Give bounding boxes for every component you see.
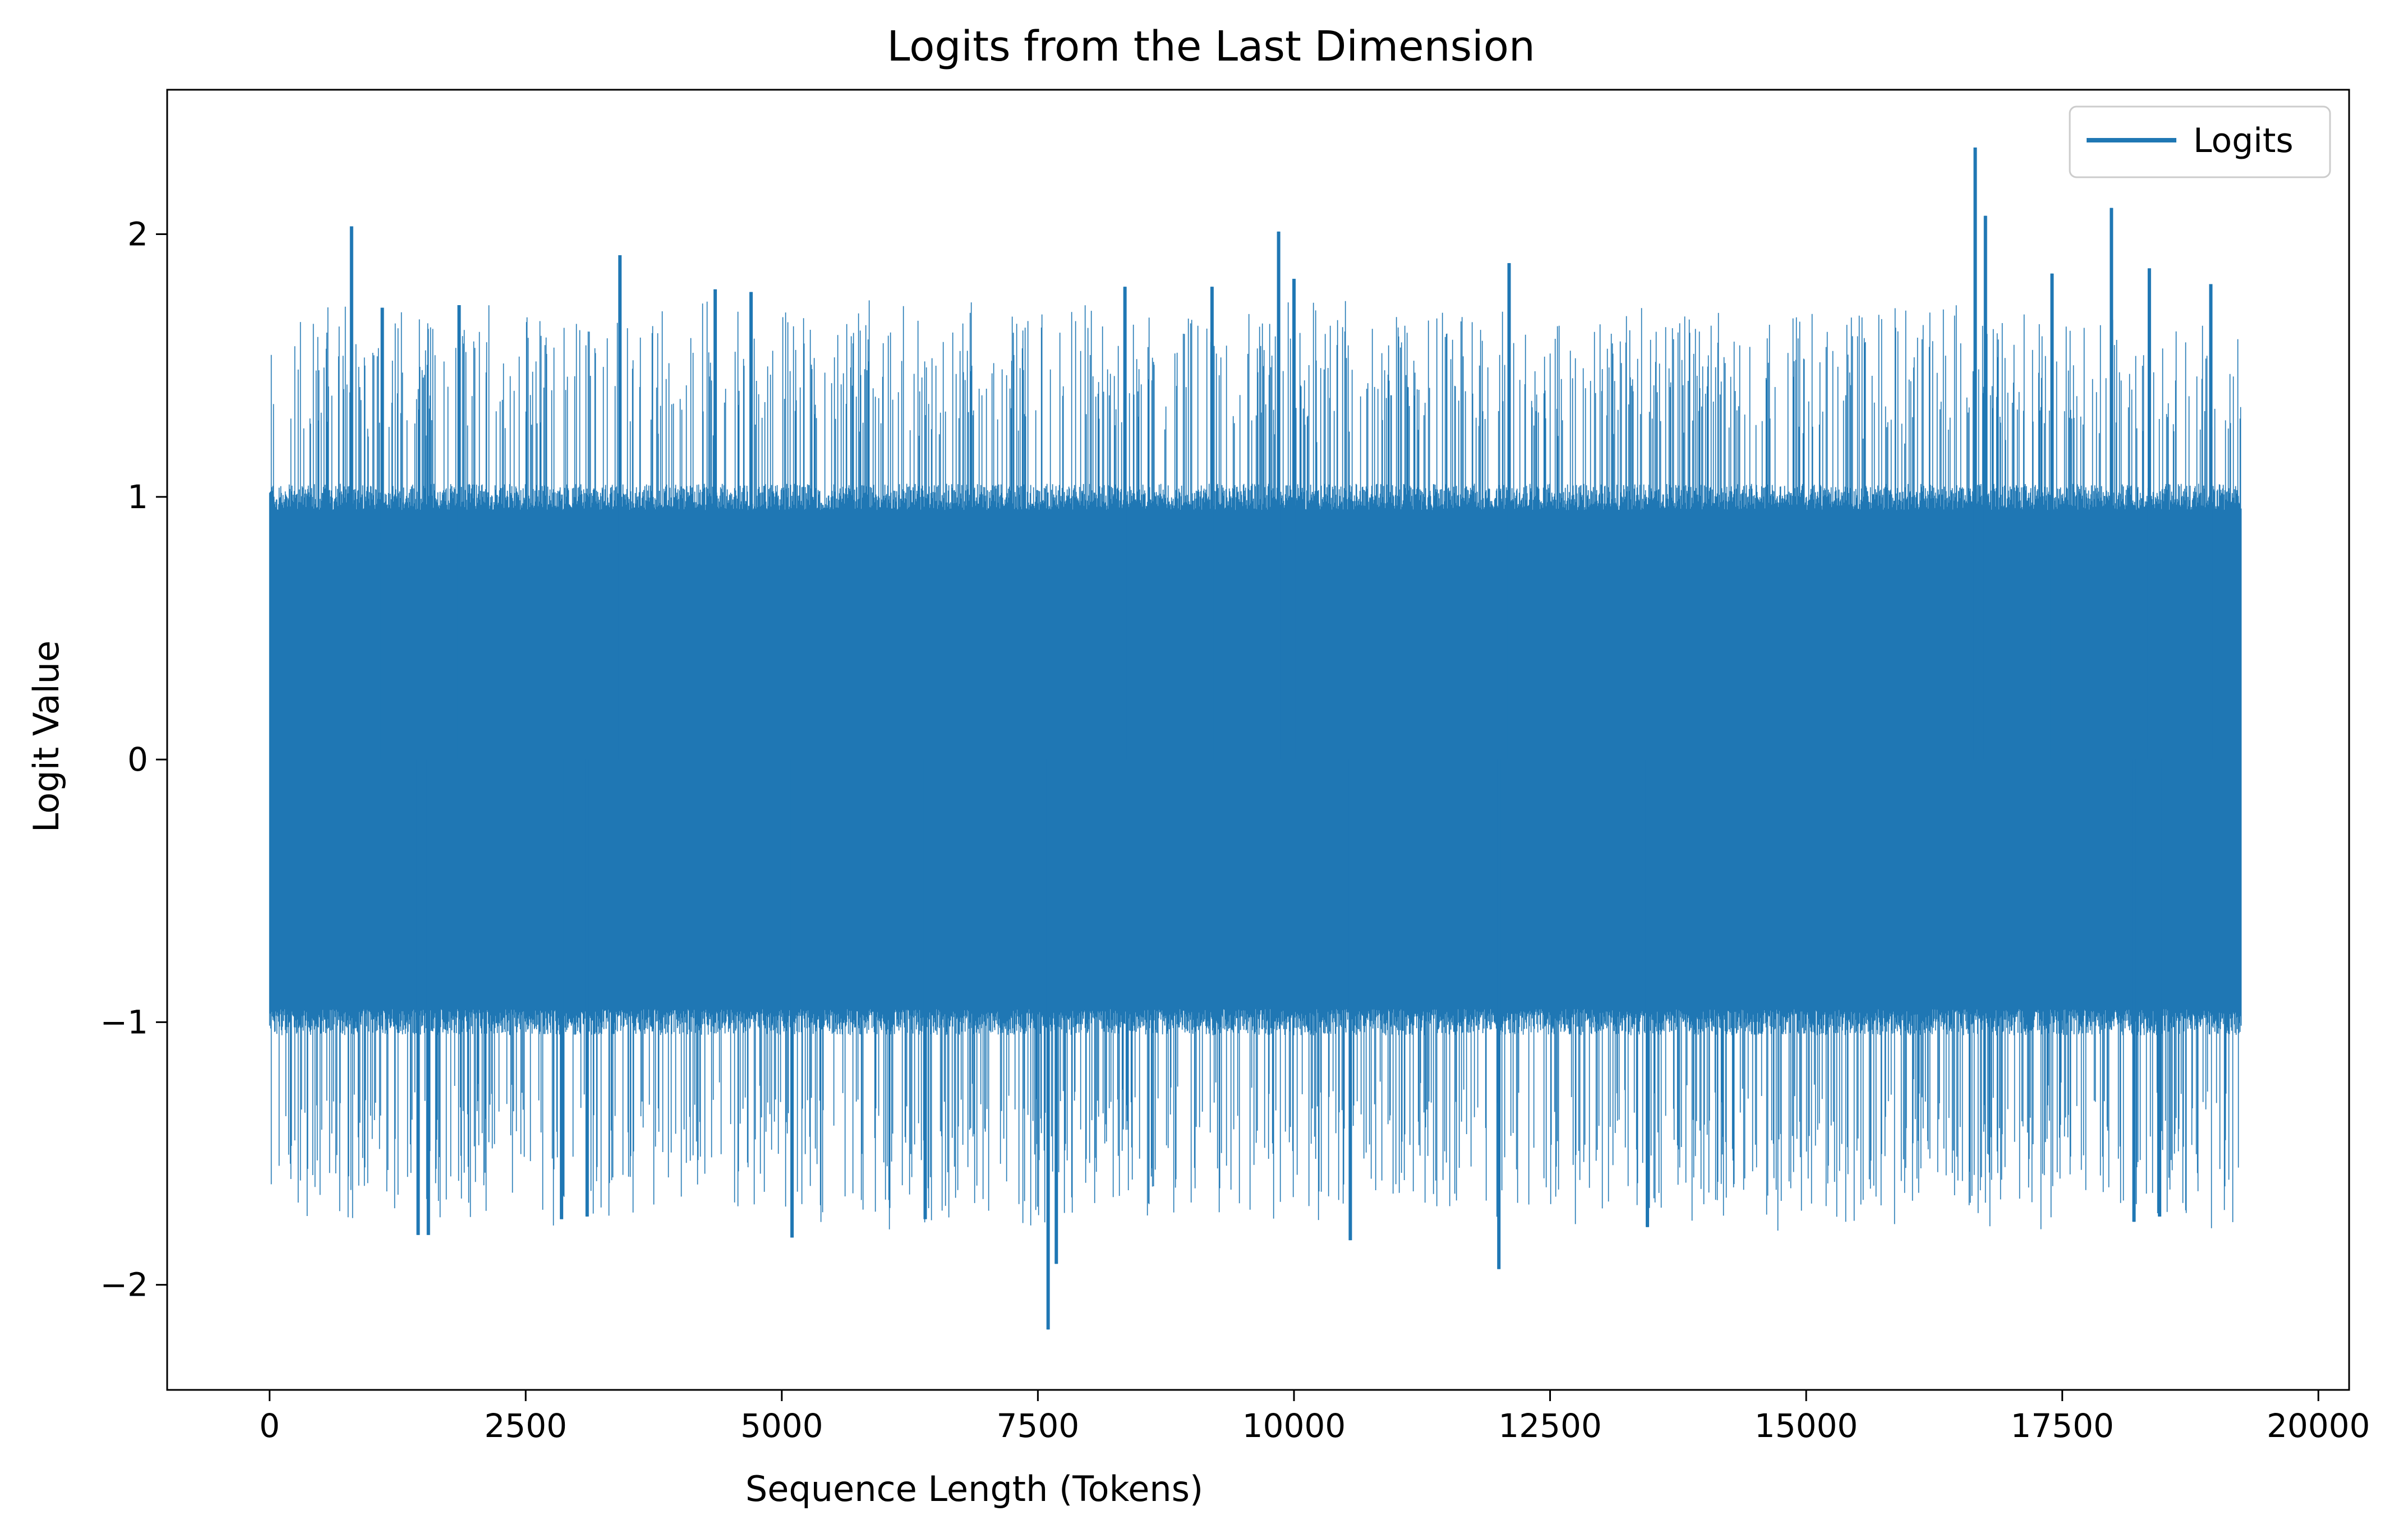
x-tick-label: 17500 <box>2010 1407 2114 1445</box>
x-tick-label: 7500 <box>997 1407 1080 1445</box>
y-tick-label: 1 <box>127 478 148 516</box>
x-tick-label: 15000 <box>1755 1407 1858 1445</box>
y-tick-label: −2 <box>100 1266 149 1304</box>
x-tick-label: 12500 <box>1498 1407 1602 1445</box>
x-tick-label: 5000 <box>740 1407 823 1445</box>
x-tick-label: 10000 <box>1242 1407 1346 1445</box>
y-tick-label: 2 <box>127 215 148 254</box>
series-logits <box>269 148 2242 1330</box>
legend-label-logits: Logits <box>2193 121 2294 160</box>
x-axis-ticks: 0 2500 5000 7500 10000 12500 15000 17500 20000 <box>259 1390 2370 1445</box>
y-axis-ticks: −2 −1 0 1 2 <box>100 215 167 1304</box>
legend: Logits <box>2069 105 2331 178</box>
legend-box <box>2069 105 2331 178</box>
x-axis-label: Sequence Length (Tokens) <box>745 1468 1203 1509</box>
y-tick-label: 0 <box>127 740 148 779</box>
y-tick-label: −1 <box>100 1003 149 1041</box>
y-axis-label: Logit Value <box>26 641 67 832</box>
series-line-logits <box>269 148 2242 1330</box>
chart-title: Logits from the Last Dimension <box>887 22 1535 71</box>
x-tick-label: 2500 <box>484 1407 567 1445</box>
x-tick-label: 20000 <box>2267 1407 2370 1445</box>
x-tick-label: 0 <box>259 1407 280 1445</box>
plot-frame <box>166 89 2350 1391</box>
